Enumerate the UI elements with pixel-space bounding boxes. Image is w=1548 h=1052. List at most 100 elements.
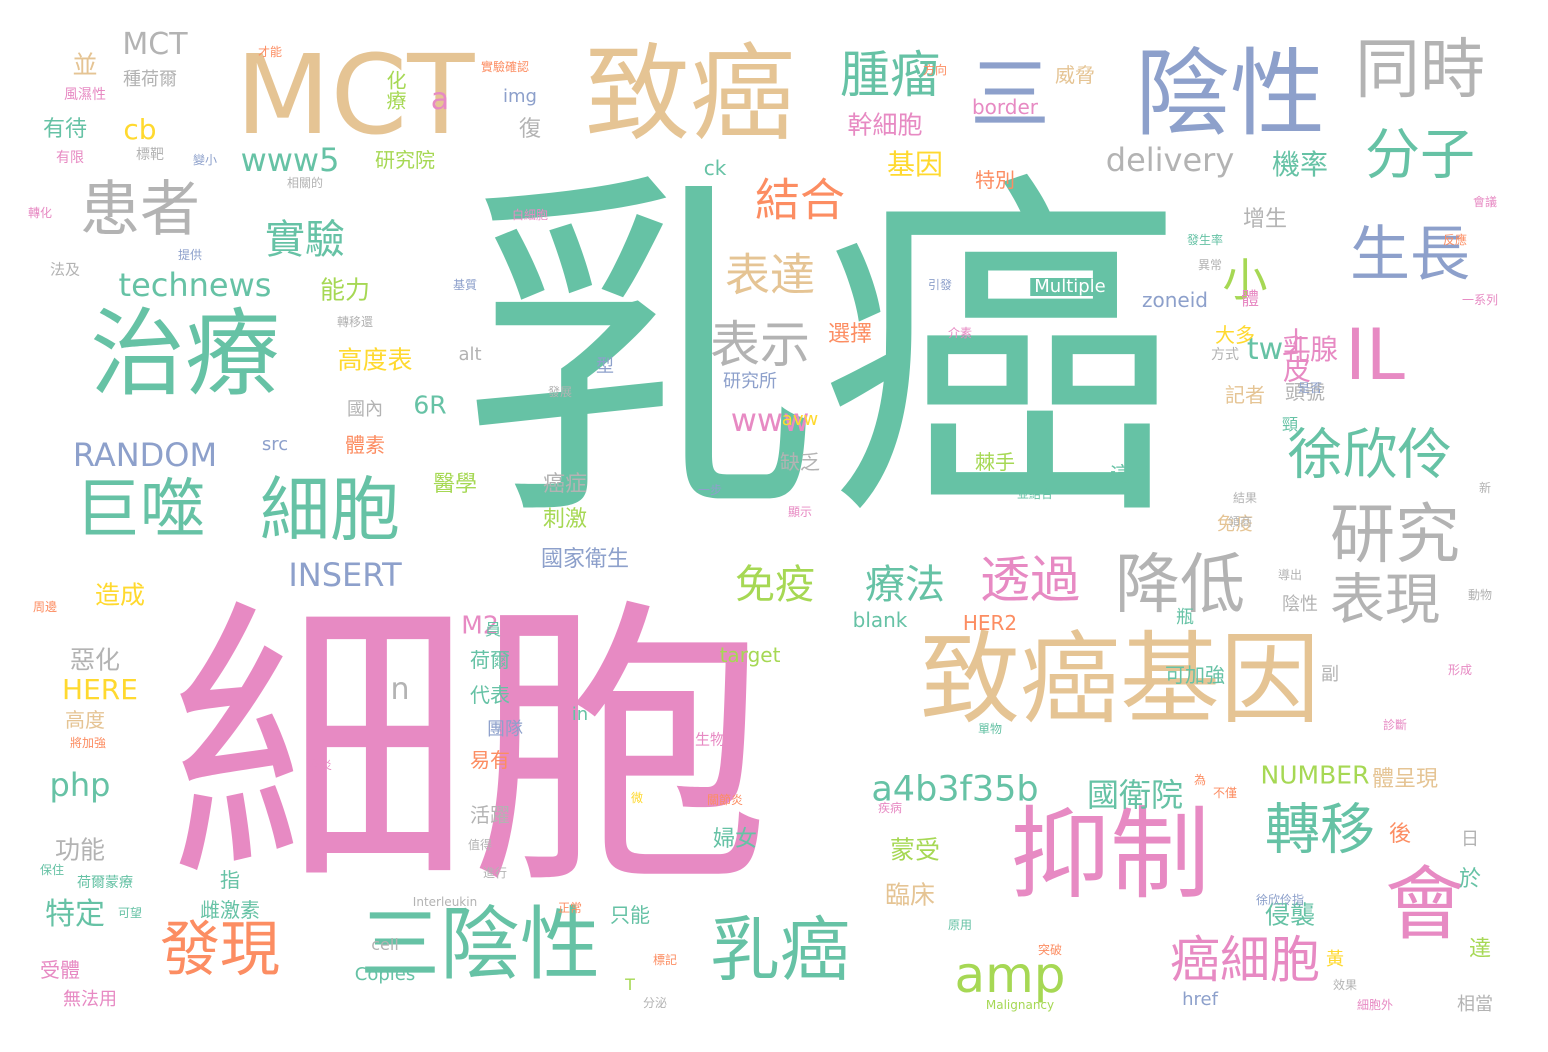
word-65: 功能 bbox=[54, 835, 106, 865]
word-17: 巨噬 bbox=[74, 472, 206, 548]
word-126: 法及 bbox=[49, 260, 81, 279]
word-73: 有待 bbox=[42, 117, 88, 142]
word-106: 活躍 bbox=[470, 803, 510, 827]
word-130: 型 bbox=[596, 356, 614, 377]
word-68: 臨床 bbox=[884, 880, 936, 910]
word-85: 記者 bbox=[1225, 383, 1265, 407]
word-162: 細胞外 bbox=[1356, 998, 1394, 1012]
word-179: 相關的 bbox=[286, 176, 324, 190]
word-150: 頸 bbox=[1281, 415, 1299, 434]
word-31: 轉移 bbox=[1264, 797, 1376, 862]
word-127: 提供 bbox=[177, 248, 203, 262]
word-110: 黃 bbox=[1326, 949, 1344, 970]
word-75: 增生 bbox=[1242, 207, 1288, 232]
word-48: 基因 bbox=[886, 148, 944, 181]
word-80: ck bbox=[703, 156, 727, 180]
word-184: 進行 bbox=[482, 866, 508, 880]
word-117: 指 bbox=[220, 868, 240, 892]
word-97: 陰性 bbox=[1282, 594, 1318, 615]
word-54: cb bbox=[123, 113, 157, 146]
word-12: 抑制 bbox=[1010, 796, 1210, 913]
word-32: 癌細胞 bbox=[1170, 931, 1320, 989]
word-108: 後 bbox=[1388, 822, 1412, 847]
word-157: 荷爾蒙療 bbox=[77, 875, 133, 891]
word-56: 高度表 bbox=[337, 345, 413, 375]
word-66: 特定 bbox=[45, 897, 105, 932]
word-67: 蒙受 bbox=[889, 835, 941, 865]
word-55: 能力 bbox=[319, 275, 371, 305]
word-0: 乳癌 bbox=[460, 145, 1180, 564]
word-20: 降低 bbox=[1114, 547, 1246, 623]
word-131: 員 bbox=[484, 620, 502, 639]
word-153: 結果 bbox=[1232, 491, 1258, 505]
word-139: 形成 bbox=[1447, 663, 1473, 677]
word-87: 研究所 bbox=[723, 371, 777, 392]
word-24: IL bbox=[1345, 314, 1405, 396]
word-52: tw bbox=[1246, 332, 1284, 367]
word-16: 發現 bbox=[160, 915, 280, 985]
word-4: 陰性 bbox=[1134, 39, 1326, 150]
word-6: 同時 bbox=[1354, 32, 1486, 108]
word-128: 復 bbox=[518, 117, 542, 142]
word-188: 將加強 bbox=[69, 736, 107, 750]
word-1: 細胞 bbox=[170, 575, 770, 924]
word-88: 缺乏 bbox=[780, 450, 820, 474]
word-98: blank bbox=[852, 608, 908, 632]
word-8: 患者 bbox=[80, 175, 200, 245]
word-82: zoneid bbox=[1142, 288, 1208, 312]
word-192: 導出 bbox=[1277, 568, 1303, 582]
word-33: amp bbox=[954, 946, 1066, 1004]
word-42: INSERT bbox=[288, 556, 402, 594]
word-19: 研究 bbox=[1329, 497, 1461, 573]
word-172: 周邊 bbox=[32, 600, 58, 614]
word-39: technews bbox=[118, 266, 272, 304]
word-112: 相當 bbox=[1457, 994, 1493, 1015]
word-89: 棘手 bbox=[975, 450, 1015, 474]
word-38: delivery bbox=[1105, 141, 1235, 179]
word-90: 這些 bbox=[1110, 462, 1150, 486]
word-193: 基質 bbox=[452, 278, 478, 292]
word-119: 受體 bbox=[40, 958, 80, 982]
word-103: 代表 bbox=[470, 683, 510, 707]
word-187: 單物 bbox=[977, 722, 1003, 736]
word-34: 免疫 bbox=[735, 562, 815, 608]
word-40: www5 bbox=[240, 141, 340, 179]
word-41: RANDOM bbox=[72, 436, 218, 474]
word-151: 體 bbox=[1241, 289, 1259, 310]
word-149: 方式 bbox=[1211, 347, 1239, 363]
word-175: 為 bbox=[1193, 773, 1207, 787]
word-107: 體呈現 bbox=[1371, 767, 1439, 792]
word-176: 發炎 bbox=[307, 758, 333, 772]
word-129: alt bbox=[458, 344, 482, 365]
word-58: M2 bbox=[461, 610, 499, 640]
word-3: MCT bbox=[235, 31, 475, 159]
word-161: 徐欣伶指 bbox=[1255, 893, 1305, 907]
word-167: 反應 bbox=[1442, 233, 1468, 247]
word-18: 細胞 bbox=[260, 469, 400, 551]
word-57: 6R bbox=[413, 390, 447, 420]
word-156: 原用 bbox=[947, 918, 973, 932]
word-79: img bbox=[503, 86, 537, 107]
word-116: 只能 bbox=[610, 903, 650, 927]
word-142: Interleukin bbox=[412, 895, 478, 909]
word-44: php bbox=[49, 766, 111, 804]
word-95: avw bbox=[781, 409, 819, 430]
word-121: MCT bbox=[122, 27, 188, 62]
word-9: 腫瘤 bbox=[840, 46, 940, 104]
word-23: 生長 bbox=[1350, 220, 1470, 290]
word-169: 引發 bbox=[927, 278, 953, 292]
word-160: 分泌 bbox=[642, 996, 668, 1010]
word-92: 體素 bbox=[345, 433, 385, 457]
word-137: 日 bbox=[1461, 829, 1479, 850]
word-100: target bbox=[719, 643, 781, 667]
word-5: 三 bbox=[970, 48, 1050, 141]
word-132: 瓶 bbox=[1176, 607, 1194, 628]
word-113: href bbox=[1182, 989, 1218, 1010]
word-26: 結合 bbox=[754, 173, 846, 227]
word-70: 婦女 bbox=[712, 827, 758, 852]
word-111: 達 bbox=[1468, 937, 1492, 962]
word-21: 表現 bbox=[1329, 567, 1441, 632]
word-158: 可望 bbox=[117, 906, 143, 920]
word-122: 種荷爾 bbox=[123, 69, 177, 90]
